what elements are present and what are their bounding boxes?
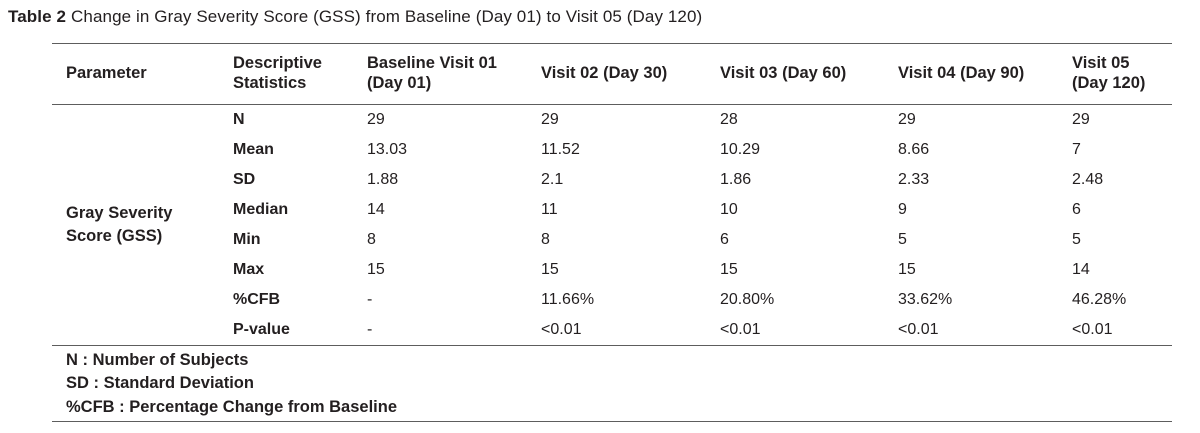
value-cell: 8: [541, 230, 550, 248]
value-cell: 5: [898, 230, 907, 248]
stat-label: Mean: [233, 140, 274, 158]
value-cell: 10: [720, 200, 738, 218]
value-cell: 6: [1072, 200, 1081, 218]
value-cell: 1.86: [720, 170, 752, 188]
value-cell: 2.33: [898, 170, 930, 188]
column-header-visit-02: Visit 02 (Day 30): [541, 43, 720, 105]
table-row-cfb: %CFB - 11.66% 20.80% 33.62% 46.28%: [52, 285, 1172, 315]
column-header-visit-03: Visit 03 (Day 60): [720, 43, 898, 105]
value-cell: 15: [720, 260, 738, 278]
header-row: Parameter Descriptive Statistics Baselin…: [52, 43, 1172, 105]
value-cell: 29: [1072, 110, 1090, 128]
value-cell: <0.01: [1072, 320, 1113, 338]
table-row-mean: Mean 13.03 11.52 10.29 8.66 7: [52, 135, 1172, 165]
table-row-max: Max 15 15 15 15 14: [52, 255, 1172, 285]
table-row-median: Median 14 11 10 9 6: [52, 195, 1172, 225]
value-cell: 9: [898, 200, 907, 218]
value-cell: 2.48: [1072, 170, 1104, 188]
value-cell: 29: [898, 110, 916, 128]
value-cell: 46.28%: [1072, 290, 1127, 308]
stat-label: N: [233, 110, 245, 128]
value-cell: <0.01: [720, 320, 761, 338]
value-cell: -: [367, 320, 373, 338]
value-cell: -: [367, 290, 373, 308]
footnote-n: N : Number of Subjects: [66, 350, 249, 369]
value-cell: 11.66%: [541, 290, 595, 308]
value-cell: 10.29: [720, 140, 761, 158]
stat-label: Median: [233, 200, 289, 218]
table-header: Parameter Descriptive Statistics Baselin…: [52, 43, 1172, 105]
table-row-sd: SD 1.88 2.1 1.86 2.33 2.48: [52, 165, 1172, 195]
table-row-n: Gray Severity Score (GSS) N 29 29 28 29 …: [52, 105, 1172, 245]
gss-statistics-table: Parameter Descriptive Statistics Baselin…: [52, 43, 1172, 345]
table-row-min: Min 8 8 6 5 5: [52, 225, 1172, 255]
column-header-descriptive-statistics: Descriptive Statistics: [233, 43, 367, 105]
stat-label: SD: [233, 170, 256, 188]
value-cell: 13.03: [367, 140, 408, 158]
column-header-baseline-visit-01: Baseline Visit 01 (Day 01): [367, 43, 541, 105]
value-cell: 15: [367, 260, 385, 278]
value-cell: 14: [367, 200, 385, 218]
table-body: Gray Severity Score (GSS) N 29 29 28 29 …: [52, 105, 1172, 345]
column-header-visit-04: Visit 04 (Day 90): [898, 43, 1072, 105]
value-cell: 14: [1072, 260, 1090, 278]
footnote-sd: SD : Standard Deviation: [66, 374, 254, 392]
column-header-visit-05: Visit 05 (Day 120): [1072, 43, 1172, 105]
value-cell: 8: [367, 230, 376, 248]
table-caption: Table 2 Change in Gray Severity Score (GS…: [8, 7, 702, 27]
value-cell: <0.01: [541, 320, 582, 338]
table-row-pvalue: P-value - <0.01 <0.01 <0.01 <0.01: [52, 315, 1172, 345]
stat-label: %CFB: [233, 290, 281, 308]
value-cell: 11: [541, 200, 558, 218]
value-cell: <0.01: [898, 320, 939, 338]
stat-label: Max: [233, 260, 265, 278]
value-cell: 29: [541, 110, 559, 128]
value-cell: 5: [1072, 230, 1081, 248]
column-header-parameter: Parameter: [52, 43, 233, 105]
footnote-cfb: %CFB : Percentage Change from Baseline: [66, 397, 397, 416]
value-cell: 7: [1072, 140, 1081, 158]
value-cell: 28: [720, 110, 738, 128]
table-caption-label: Table 2: [8, 7, 67, 26]
value-cell: 6: [720, 230, 729, 248]
value-cell: 2.1: [541, 170, 564, 188]
table-container: Parameter Descriptive Statistics Baselin…: [52, 43, 1172, 422]
stat-label: P-value: [233, 320, 290, 338]
value-cell: 15: [898, 260, 916, 278]
value-cell: 33.62%: [898, 290, 953, 308]
parameter-cell: Gray Severity Score (GSS): [66, 204, 173, 245]
table-footnotes: N : Number of Subjects SD : Standard Dev…: [52, 344, 1172, 422]
value-cell: 20.80%: [720, 290, 775, 308]
table-caption-text: Change in Gray Severity Score (GSS) from…: [71, 7, 703, 26]
value-cell: 29: [367, 110, 385, 128]
stat-label: Min: [233, 230, 261, 248]
value-cell: 8.66: [898, 140, 930, 158]
value-cell: 15: [541, 260, 559, 278]
value-cell: 11.52: [541, 140, 580, 158]
value-cell: 1.88: [367, 170, 399, 188]
